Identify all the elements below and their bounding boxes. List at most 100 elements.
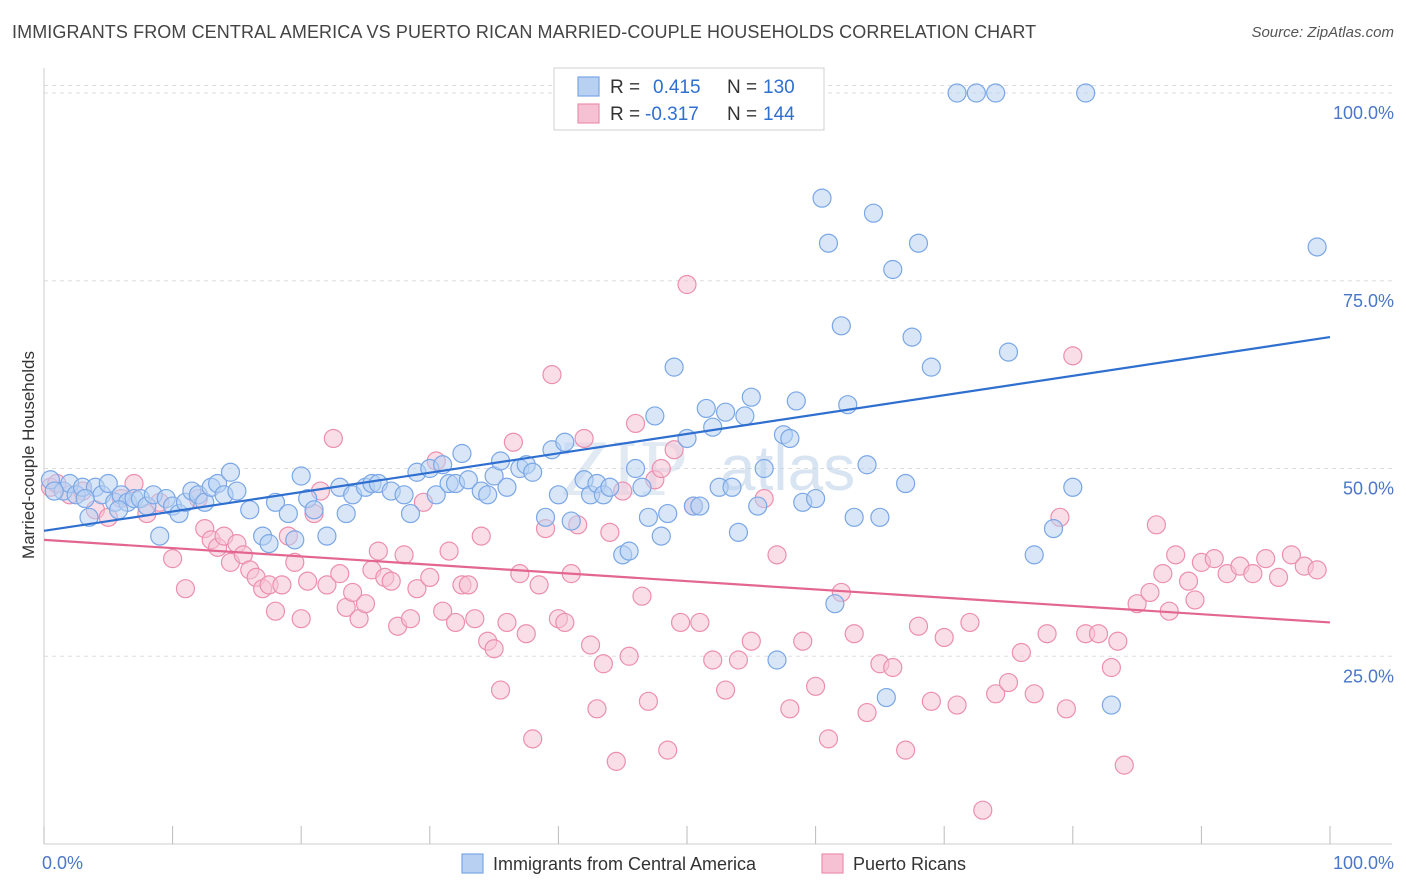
point-central-america-81 [658, 503, 678, 524]
point-central-america-98 [780, 428, 800, 449]
point-central-america-123 [1063, 477, 1083, 497]
point-puerto-ricans-51 [439, 541, 459, 561]
point-central-america-96 [767, 650, 787, 670]
point-puerto-ricans-73 [580, 635, 601, 655]
point-central-america-86 [696, 398, 716, 419]
point-puerto-ricans-117 [1037, 624, 1057, 644]
point-central-america-115 [908, 233, 929, 253]
point-central-america-67 [555, 432, 575, 452]
point-central-america-73 [600, 477, 620, 497]
series-puerto-ricans-points [40, 274, 1327, 820]
point-puerto-ricans-133 [1243, 564, 1263, 584]
point-central-america-126 [1307, 237, 1327, 257]
point-puerto-ricans-80 [625, 413, 646, 434]
point-puerto-ricans-34 [330, 564, 350, 584]
point-central-america-103 [818, 233, 839, 253]
point-puerto-ricans-69 [555, 612, 575, 633]
point-central-america-34 [285, 530, 305, 550]
axes [43, 68, 1392, 845]
point-puerto-ricans-84 [651, 458, 671, 479]
point-central-america-33 [278, 503, 298, 524]
point-central-america-87 [703, 417, 723, 437]
point-puerto-ricans-65 [529, 575, 549, 595]
point-central-america-46 [394, 485, 414, 505]
point-puerto-ricans-60 [497, 612, 517, 633]
point-central-america-122 [1043, 518, 1064, 539]
legend-n-label-blue: N = [727, 77, 757, 98]
point-puerto-ricans-112 [973, 800, 993, 820]
point-puerto-ricans-138 [1307, 560, 1327, 580]
series-central-america-points [40, 83, 1327, 715]
point-central-america-108 [857, 455, 877, 475]
point-central-america-38 [317, 526, 337, 546]
point-central-america-93 [741, 387, 761, 407]
point-puerto-ricans-85 [658, 740, 678, 760]
point-puerto-ricans-77 [606, 751, 626, 771]
legend-swatch-blue [577, 76, 600, 97]
point-puerto-ricans-82 [638, 691, 659, 711]
trend-line-central-america [43, 336, 1331, 532]
point-puerto-ricans-107 [908, 616, 929, 636]
point-central-america-80 [651, 526, 671, 546]
point-puerto-ricans-90 [690, 612, 710, 633]
point-puerto-ricans-52 [445, 612, 466, 633]
point-puerto-ricans-29 [298, 571, 318, 591]
point-puerto-ricans-58 [484, 639, 504, 659]
legend-r-label-blue: R = [610, 77, 640, 98]
point-puerto-ricans-25 [272, 575, 292, 595]
point-puerto-ricans-75 [593, 654, 614, 674]
point-puerto-ricans-102 [844, 624, 864, 644]
point-central-america-27 [220, 462, 241, 482]
point-central-america-117 [947, 83, 967, 103]
point-central-america-99 [786, 391, 806, 411]
point-puerto-ricans-76 [600, 522, 620, 542]
point-puerto-ricans-121 [1088, 624, 1109, 644]
point-puerto-ricans-113 [986, 684, 1006, 704]
point-central-america-89 [715, 402, 736, 422]
point-puerto-ricans-67 [542, 365, 562, 385]
point-puerto-ricans-140 [1185, 590, 1205, 610]
point-puerto-ricans-115 [1011, 642, 1031, 663]
point-puerto-ricans-54 [458, 575, 478, 595]
point-puerto-ricans-105 [883, 657, 903, 678]
point-puerto-ricans-42 [381, 571, 401, 591]
point-puerto-ricans-94 [741, 631, 761, 651]
point-puerto-ricans-32 [317, 575, 337, 595]
y-tick-label-25: 25.0% [1343, 666, 1394, 686]
point-puerto-ricans-99 [805, 676, 826, 696]
point-central-america-37 [304, 500, 324, 520]
point-puerto-ricans-127 [1166, 545, 1186, 565]
point-puerto-ricans-87 [670, 612, 691, 633]
point-central-america-75 [619, 541, 639, 561]
point-puerto-ricans-91 [703, 650, 723, 670]
point-central-america-8 [98, 473, 118, 494]
point-puerto-ricans-96 [767, 545, 787, 565]
series-legend-swatch-pink [821, 853, 844, 874]
point-puerto-ricans-56 [471, 526, 491, 546]
point-puerto-ricans-100 [818, 729, 839, 749]
point-central-america-91 [728, 522, 749, 542]
point-puerto-ricans-93 [728, 650, 749, 670]
point-puerto-ricans-28 [291, 609, 311, 629]
point-puerto-ricans-136 [1281, 545, 1302, 565]
point-puerto-ricans-88 [677, 274, 697, 295]
point-central-america-31 [259, 534, 279, 554]
point-central-america-82 [664, 357, 684, 377]
y-tick-label-75: 75.0% [1343, 291, 1394, 311]
point-central-america-92 [735, 406, 755, 426]
point-central-america-85 [690, 496, 710, 516]
point-puerto-ricans-61 [503, 432, 523, 452]
chart-title: IMMIGRANTS FROM CENTRAL AMERICA VS PUERT… [12, 22, 1037, 42]
point-puerto-ricans-63 [516, 624, 536, 644]
y-tick-labels: 25.0% 50.0% 75.0% 100.0% [1333, 103, 1394, 686]
point-central-america-16 [150, 526, 170, 546]
point-central-america-116 [921, 357, 941, 377]
point-puerto-ricans-74 [587, 699, 607, 719]
point-puerto-ricans-59 [490, 680, 511, 700]
point-central-america-60 [497, 477, 517, 497]
point-central-america-129 [108, 500, 129, 520]
point-central-america-121 [1024, 545, 1044, 565]
y-tick-label-50: 50.0% [1343, 479, 1394, 499]
point-puerto-ricans-50 [433, 601, 453, 621]
point-puerto-ricans-45 [400, 609, 421, 629]
